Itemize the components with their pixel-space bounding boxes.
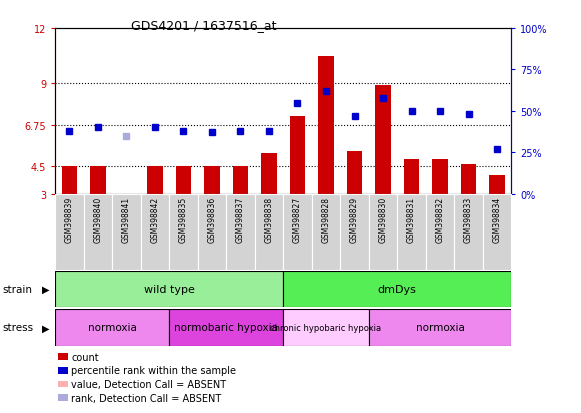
- Text: wild type: wild type: [144, 285, 195, 294]
- Text: GDS4201 / 1637516_at: GDS4201 / 1637516_at: [131, 19, 276, 31]
- Bar: [232, 166, 248, 194]
- Bar: [284, 194, 312, 271]
- Text: rank, Detection Call = ABSENT: rank, Detection Call = ABSENT: [71, 393, 222, 403]
- Text: strain: strain: [3, 285, 33, 294]
- Bar: [347, 152, 363, 194]
- Bar: [432, 159, 448, 194]
- Text: GSM398831: GSM398831: [407, 197, 416, 242]
- Text: normobaric hypoxia: normobaric hypoxia: [174, 323, 278, 332]
- Bar: [290, 117, 306, 194]
- Text: GSM398829: GSM398829: [350, 197, 359, 242]
- Bar: [169, 309, 284, 346]
- Bar: [226, 194, 254, 271]
- Bar: [55, 271, 284, 308]
- Text: stress: stress: [3, 323, 34, 332]
- Bar: [169, 194, 198, 271]
- Bar: [454, 194, 483, 271]
- Bar: [461, 165, 476, 194]
- Bar: [284, 309, 369, 346]
- Text: GSM398842: GSM398842: [150, 197, 159, 242]
- Text: dmDys: dmDys: [378, 285, 417, 294]
- Bar: [55, 194, 84, 271]
- Text: GSM398834: GSM398834: [493, 197, 501, 242]
- Bar: [397, 194, 426, 271]
- Bar: [204, 166, 220, 194]
- Bar: [147, 166, 163, 194]
- Bar: [318, 57, 334, 194]
- Bar: [483, 194, 511, 271]
- Text: GSM398833: GSM398833: [464, 197, 473, 242]
- Bar: [489, 176, 505, 194]
- Bar: [340, 194, 369, 271]
- Bar: [90, 166, 106, 194]
- Text: ▶: ▶: [42, 285, 50, 294]
- Text: GSM398837: GSM398837: [236, 197, 245, 242]
- Bar: [261, 154, 277, 194]
- Bar: [312, 194, 340, 271]
- Text: GSM398840: GSM398840: [94, 197, 102, 242]
- Text: GSM398827: GSM398827: [293, 197, 302, 242]
- Bar: [62, 166, 77, 194]
- Text: chronic hypobaric hypoxia: chronic hypobaric hypoxia: [270, 323, 382, 332]
- Text: GSM398832: GSM398832: [436, 197, 444, 242]
- Text: normoxia: normoxia: [88, 323, 137, 332]
- Text: value, Detection Call = ABSENT: value, Detection Call = ABSENT: [71, 379, 227, 389]
- Text: GSM398830: GSM398830: [378, 197, 388, 242]
- Text: percentile rank within the sample: percentile rank within the sample: [71, 366, 236, 375]
- Text: GSM398828: GSM398828: [321, 197, 331, 242]
- Text: ▶: ▶: [42, 323, 50, 332]
- Text: count: count: [71, 352, 99, 362]
- Bar: [141, 194, 169, 271]
- Text: GSM398835: GSM398835: [179, 197, 188, 242]
- Bar: [254, 194, 284, 271]
- Text: GSM398838: GSM398838: [264, 197, 274, 242]
- Bar: [369, 309, 511, 346]
- Bar: [175, 166, 191, 194]
- Bar: [284, 271, 511, 308]
- Bar: [404, 159, 419, 194]
- Text: GSM398841: GSM398841: [122, 197, 131, 242]
- Text: normoxia: normoxia: [415, 323, 464, 332]
- Bar: [426, 194, 454, 271]
- Bar: [84, 194, 112, 271]
- Bar: [375, 86, 391, 194]
- Bar: [198, 194, 226, 271]
- Text: GSM398839: GSM398839: [65, 197, 74, 242]
- Bar: [369, 194, 397, 271]
- Text: GSM398836: GSM398836: [207, 197, 217, 242]
- Bar: [55, 309, 169, 346]
- Bar: [112, 194, 141, 271]
